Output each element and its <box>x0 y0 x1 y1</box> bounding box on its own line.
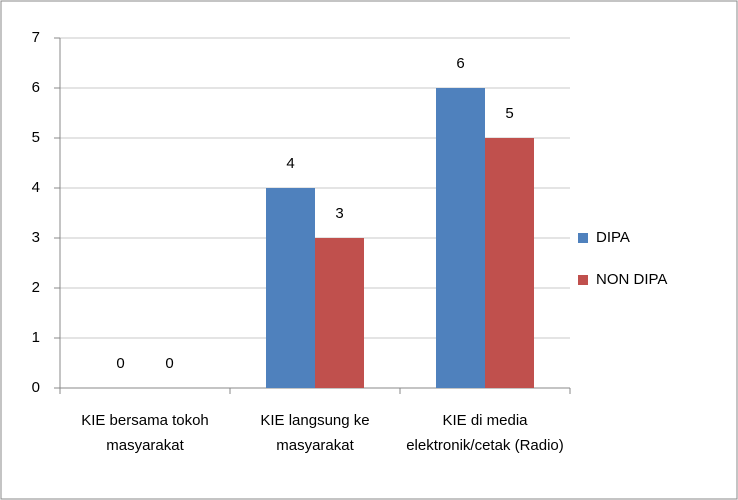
bar <box>315 238 364 388</box>
data-label: 0 <box>165 355 173 372</box>
data-label: 6 <box>456 55 464 72</box>
x-tick-label: KIE langsung ke masyarakat <box>260 412 370 454</box>
y-tick-label: 7 <box>32 29 40 46</box>
y-tick-label: 0 <box>32 379 40 396</box>
y-tick-label: 3 <box>32 229 40 246</box>
y-tick-label: 4 <box>32 179 40 196</box>
y-tick-label: 2 <box>32 279 40 296</box>
data-label: 5 <box>505 105 513 122</box>
legend-swatch <box>578 275 588 285</box>
bar <box>266 188 315 388</box>
bar <box>436 88 485 388</box>
legend-label: NON DIPA <box>596 271 667 288</box>
y-tick-label: 1 <box>32 329 40 346</box>
x-tick-label: KIE di media elektronik/cetak (Radio) <box>406 412 564 454</box>
y-tick-label: 6 <box>32 79 40 96</box>
data-label: 0 <box>116 355 124 372</box>
data-label: 4 <box>286 155 294 172</box>
legend-label: DIPA <box>596 229 630 246</box>
legend-swatch <box>578 233 588 243</box>
y-tick-label: 5 <box>32 129 40 146</box>
bar <box>485 138 534 388</box>
data-label: 3 <box>335 205 343 222</box>
x-tick-label: KIE bersama tokoh masyarakat <box>81 412 209 454</box>
